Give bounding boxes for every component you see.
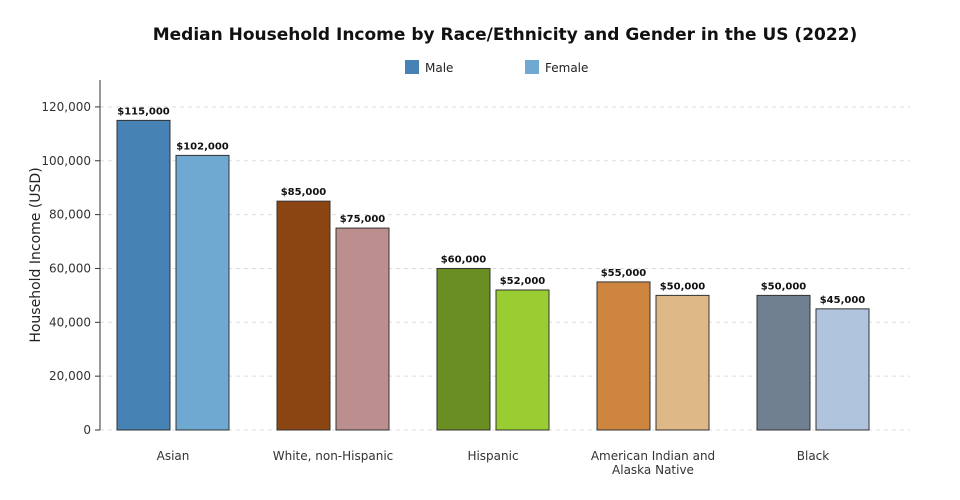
data-label-male-3: $55,000 bbox=[601, 268, 647, 279]
legend-label-female: Female bbox=[545, 61, 588, 75]
legend-swatch-male bbox=[405, 60, 419, 74]
data-label-male-2: $60,000 bbox=[441, 254, 487, 265]
legend: Male Female bbox=[405, 60, 588, 75]
chart-title: Median Household Income by Race/Ethnicit… bbox=[153, 25, 858, 45]
data-label-female-0: $102,000 bbox=[176, 141, 229, 152]
data-label-female-4: $45,000 bbox=[820, 295, 866, 306]
category-label-2: Hispanic bbox=[467, 449, 518, 463]
y-tick-label: 100,000 bbox=[41, 154, 91, 168]
y-tick-label: 0 bbox=[83, 423, 91, 437]
data-label-male-4: $50,000 bbox=[761, 281, 807, 292]
bar-female-3 bbox=[655, 294, 710, 431]
category-label-4: Black bbox=[797, 449, 830, 463]
y-axis: 0 20,000 40,000 60,000 80,000 100,000 120,000 bbox=[41, 80, 101, 437]
bar-male-4 bbox=[756, 294, 811, 431]
bar-male-2 bbox=[436, 267, 491, 431]
y-tick-label: 120,000 bbox=[41, 100, 91, 114]
bar-female-2 bbox=[495, 289, 550, 431]
bar-female-1 bbox=[335, 227, 390, 431]
data-label-male-0: $115,000 bbox=[117, 106, 170, 117]
category-label-0: Asian bbox=[157, 449, 190, 463]
bar-male-3 bbox=[596, 281, 651, 431]
category-labels: Asian White, non-Hispanic Hispanic American… bbox=[157, 449, 830, 477]
legend-label-male: Male bbox=[425, 61, 453, 75]
category-label-3: American Indian and bbox=[591, 449, 715, 463]
legend-swatch-female bbox=[525, 60, 539, 74]
data-label-male-1: $85,000 bbox=[281, 187, 327, 198]
data-label-female-1: $75,000 bbox=[340, 214, 386, 225]
y-axis-label: Household Income (USD) bbox=[28, 167, 44, 342]
y-tick-label: 80,000 bbox=[49, 208, 91, 222]
category-label-1: White, non-Hispanic bbox=[273, 449, 394, 463]
y-tick-label: 40,000 bbox=[49, 315, 91, 329]
bars: $115,000 $102,000 $85,000 $75,000 $60,000 $52… bbox=[116, 106, 870, 431]
bar-male-1 bbox=[276, 200, 331, 431]
y-tick-label: 60,000 bbox=[49, 261, 91, 275]
category-label-3: Alaska Native bbox=[612, 463, 694, 477]
data-label-female-2: $52,000 bbox=[500, 276, 546, 287]
data-label-female-3: $50,000 bbox=[660, 281, 706, 292]
bar-male-0 bbox=[116, 119, 171, 431]
y-tick-label: 20,000 bbox=[49, 369, 91, 383]
bar-female-0 bbox=[175, 154, 230, 431]
bar-female-4 bbox=[815, 308, 870, 431]
